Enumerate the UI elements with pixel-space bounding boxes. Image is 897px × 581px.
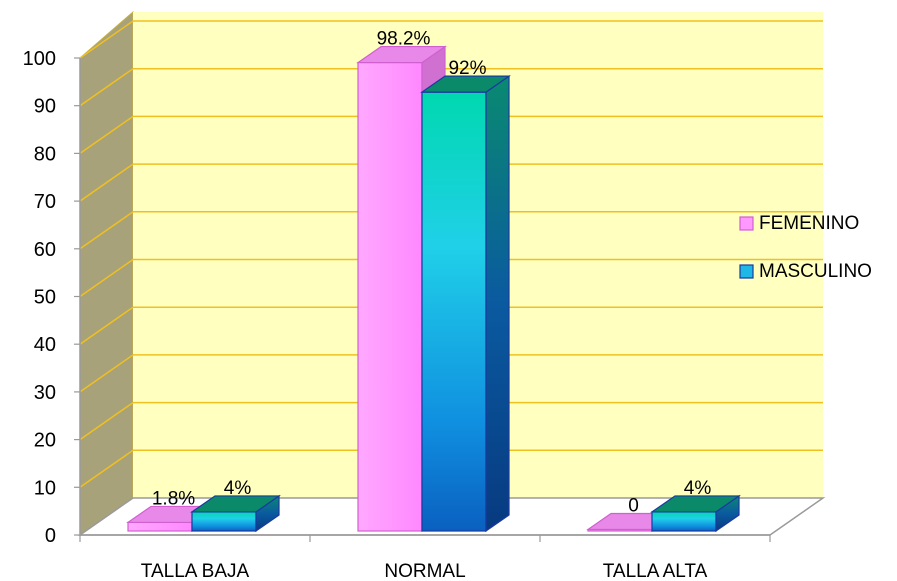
bar-masculino-3 — [650, 494, 741, 533]
data-label: 0 — [628, 496, 639, 517]
y-tick-label: 0 — [45, 525, 56, 547]
gridline-diag — [79, 163, 134, 202]
bar-side — [485, 75, 510, 533]
gridline-diag — [79, 258, 134, 298]
bar-masculino-1 — [190, 494, 281, 533]
gridline-diag — [79, 20, 134, 59]
data-label: 98.2% — [377, 29, 431, 50]
bar-top — [650, 495, 741, 513]
data-label: 1.8% — [152, 488, 195, 509]
category-label: TALLA ALTA — [603, 561, 708, 581]
legend-item-femenino: FEMENINO — [739, 213, 859, 234]
legend-swatch — [739, 264, 754, 279]
bar-top — [190, 495, 281, 513]
y-tick-label: 30 — [34, 382, 56, 404]
category-label: NORMAL — [384, 561, 465, 581]
y-tick-label: 80 — [34, 143, 56, 165]
legend-label: MASCULINO — [759, 261, 872, 282]
gridline-diag — [79, 306, 134, 345]
bar-top — [356, 45, 447, 64]
data-label: 92% — [448, 58, 486, 79]
y-tick-label: 90 — [34, 96, 56, 118]
gridline-diag — [79, 115, 134, 155]
legend-label: FEMENINO — [759, 213, 859, 234]
bar-front — [421, 91, 487, 532]
y-tick-labels: 0 10 20 30 40 50 60 70 80 90 100 — [23, 48, 80, 547]
legend-swatch — [739, 216, 754, 231]
data-label: 4% — [224, 478, 252, 499]
legend-item-masculino: MASCULINO — [739, 261, 872, 282]
y-tick-label: 40 — [34, 334, 56, 356]
gridline-diag — [79, 211, 134, 250]
bar-front — [357, 61, 423, 532]
data-label: 4% — [684, 478, 712, 499]
bars — [126, 45, 741, 533]
bar-front — [191, 511, 257, 532]
gridline-diag — [79, 449, 134, 488]
y-tick-label: 20 — [34, 430, 56, 452]
gridline-diag — [79, 401, 134, 441]
bar-front — [127, 521, 193, 532]
y-tick-label: 50 — [34, 287, 56, 309]
gridline-diag — [79, 354, 134, 393]
bar-top — [420, 75, 511, 93]
legend: FEMENINO MASCULINO — [739, 213, 872, 282]
y-tick-label: 10 — [34, 477, 56, 499]
bar-front — [651, 511, 717, 532]
y-tick-label: 70 — [34, 191, 56, 213]
y-tick-label: 60 — [34, 239, 56, 261]
category-labels: TALLA BAJA NORMAL TALLA ALTA — [79, 535, 771, 581]
gridline-diag — [79, 68, 134, 107]
data-labels: 1.8% 4% 98.2% 92% 0 4% — [152, 29, 711, 517]
category-label: TALLA BAJA — [141, 561, 250, 581]
y-tick-label: 100 — [23, 48, 56, 70]
bar-masculino-2 — [420, 75, 511, 533]
